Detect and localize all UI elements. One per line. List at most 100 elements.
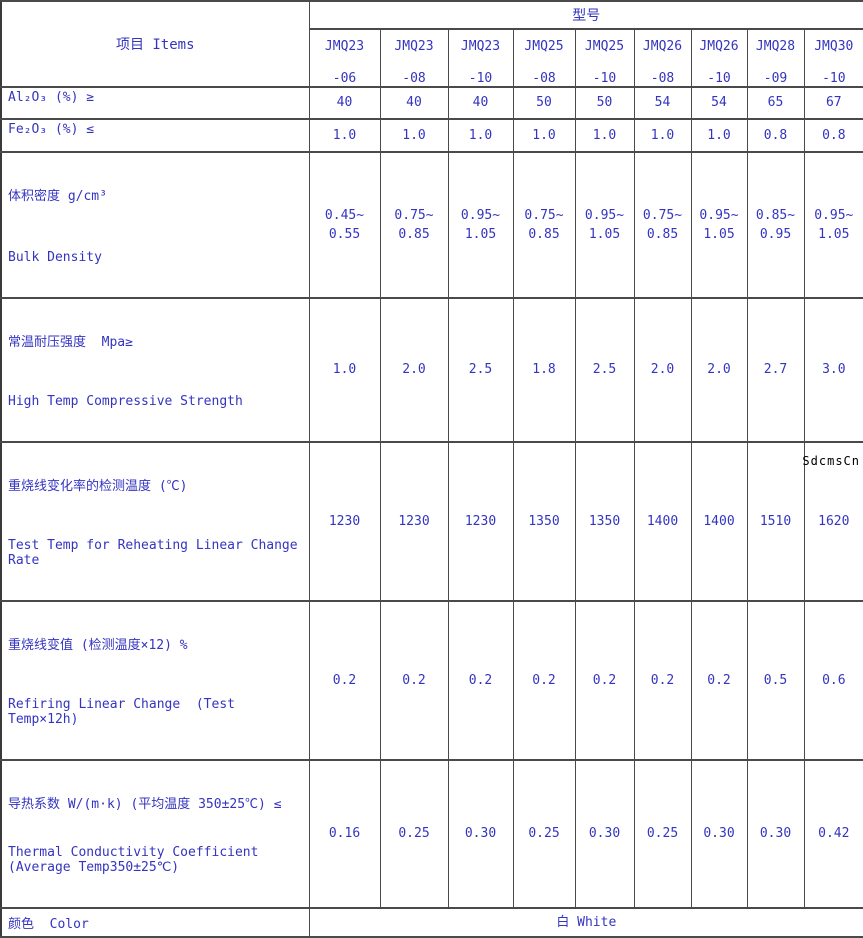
model-header-jmq25-08: JMQ25 -08: [513, 29, 575, 87]
model-header-jmq28-09: JMQ28 -09: [747, 29, 804, 87]
value-cell: 40: [380, 87, 448, 119]
value-cell: 0.25: [513, 760, 575, 908]
value-cell: 0.30: [691, 760, 747, 908]
model-header-jmq23-10: JMQ23 -10: [448, 29, 513, 87]
row-refiring-change: 重烧线变值 (检测温度×12) % Refiring Linear Change…: [1, 601, 863, 760]
value-cell: 0.16: [309, 760, 380, 908]
value-cell: 1.0: [380, 119, 448, 152]
model-series: JMQ25: [576, 39, 634, 54]
model-header-jmq23-06: JMQ23-06: [309, 29, 380, 87]
value-cell: 1230: [448, 442, 513, 601]
row-label-bulk-density: 体积密度 g/cm³ Bulk Density: [1, 152, 309, 298]
model-series: JMQ23: [449, 39, 513, 54]
row-label-en: Thermal Conductivity Coefficient (Averag…: [8, 845, 303, 875]
model-series: JMQ25: [514, 39, 575, 54]
value-cell: 54: [691, 87, 747, 119]
value-cell: 0.25: [380, 760, 448, 908]
value-cell: 0.75~ 0.85: [513, 152, 575, 298]
model-header-jmq26-08: JMQ26 -08: [634, 29, 691, 87]
value-cell: 1400: [634, 442, 691, 601]
value-cell: 0.2: [691, 601, 747, 760]
value-cell: 0.95~ 1.05: [575, 152, 634, 298]
value-cell: 1.8: [513, 298, 575, 442]
model-header-jmq25-10: JMQ25 -10: [575, 29, 634, 87]
row-label-en: Refiring Linear Change (Test Temp×12h): [8, 697, 303, 727]
value-cell: 1350: [513, 442, 575, 601]
value-cell: 1.0: [513, 119, 575, 152]
value-cell: 0.25: [634, 760, 691, 908]
value-cell: 2.0: [691, 298, 747, 442]
value-cell: 40: [309, 87, 380, 119]
row-al2o3: Al₂O₃ (%) ≥ 40 40 40 50 50 54 54 65 67: [1, 87, 863, 119]
value-cell: 0.95~ 1.05: [804, 152, 863, 298]
value-cell: 1510: [747, 442, 804, 601]
model-suffix: -10: [692, 71, 747, 86]
model-header-jmq26-10: JMQ26 -10: [691, 29, 747, 87]
value-cell: 67: [804, 87, 863, 119]
value-cell: 1350: [575, 442, 634, 601]
model-suffix: -09: [748, 71, 804, 86]
model-group-header-cell: 型号: [309, 1, 863, 29]
row-label-cn: 体积密度 g/cm³: [8, 185, 303, 204]
value-cell: 1.0: [691, 119, 747, 152]
items-header-cell: 项目 Items: [1, 1, 309, 87]
value-cell: 0.2: [634, 601, 691, 760]
value-cell: 0.95~ 1.05: [448, 152, 513, 298]
row-thermal-conductivity: 导热系数 W/(m·k) (平均温度 350±25℃) ≤ Thermal Co…: [1, 760, 863, 908]
value-cell: 0.8: [747, 119, 804, 152]
model-suffix: -10: [576, 71, 634, 86]
row-label-fe2o3: Fe₂O₃ (%) ≤: [1, 119, 309, 152]
model-series: JMQ30: [805, 39, 863, 54]
value-cell: 2.0: [380, 298, 448, 442]
value-cell: 1230: [309, 442, 380, 601]
value-cell: 0.8: [804, 119, 863, 152]
value-cell: 2.0: [634, 298, 691, 442]
value-cell: 0.2: [380, 601, 448, 760]
model-series: JMQ28: [748, 39, 804, 54]
value-cell: 0.42: [804, 760, 863, 908]
row-label-en: Test Temp for Reheating Linear Change Ra…: [8, 538, 303, 568]
value-cell: 1.0: [634, 119, 691, 152]
row-label-al2o3: Al₂O₃ (%) ≥: [1, 87, 309, 119]
row-label-test-temp: 重烧线变化率的检测温度 (℃) Test Temp for Reheating …: [1, 442, 309, 601]
value-cell: 1.0: [309, 119, 380, 152]
model-suffix: -10: [449, 71, 513, 86]
value-cell: 0.45~ 0.55: [309, 152, 380, 298]
value-cell: 0.85~ 0.95: [747, 152, 804, 298]
row-label-en: High Temp Compressive Strength: [8, 394, 303, 409]
row-compressive-strength: 常温耐压强度 Mpa≥ High Temp Compressive Streng…: [1, 298, 863, 442]
value-cell: 50: [575, 87, 634, 119]
row-label-text: Fe₂O₃ (%) ≤: [8, 122, 303, 137]
value-cell: 1.0: [448, 119, 513, 152]
row-label-thermal-conductivity: 导热系数 W/(m·k) (平均温度 350±25℃) ≤ Thermal Co…: [1, 760, 309, 908]
row-color: 颜色 Color 白 White: [1, 908, 863, 937]
value-cell: 0.30: [575, 760, 634, 908]
header-group-row: 项目 Items 型号: [1, 1, 863, 29]
value-cell: 2.5: [448, 298, 513, 442]
model-suffix: -08: [514, 71, 575, 86]
row-bulk-density: 体积密度 g/cm³ Bulk Density 0.45~ 0.55 0.75~…: [1, 152, 863, 298]
value-cell: 3.0: [804, 298, 863, 442]
row-label-text: Al₂O₃ (%) ≥: [8, 90, 303, 105]
value-cell: 0.30: [747, 760, 804, 908]
value-cell: 2.7: [747, 298, 804, 442]
row-label-cn: 导热系数 W/(m·k) (平均温度 350±25℃) ≤: [8, 793, 303, 812]
model-header-jmq23-08: JMQ23-08: [380, 29, 448, 87]
value-cell: 0.75~ 0.85: [380, 152, 448, 298]
model-series: JMQ26: [692, 39, 747, 54]
value-cell: 0.30: [448, 760, 513, 908]
model-series: JMQ26: [635, 39, 691, 54]
model-suffix: -06: [310, 71, 380, 86]
model-suffix: -10: [805, 71, 863, 86]
value-cell: 40: [448, 87, 513, 119]
row-label-cn: 常温耐压强度 Mpa≥: [8, 331, 303, 350]
value-cell: 50: [513, 87, 575, 119]
model-series: JMQ23: [381, 39, 448, 54]
value-cell: 1400: [691, 442, 747, 601]
model-header-jmq30-10: JMQ30 -10: [804, 29, 863, 87]
value-cell: 54: [634, 87, 691, 119]
watermark: SdcmsCn: [802, 454, 860, 468]
model-suffix: -08: [635, 71, 691, 86]
row-label-compressive-strength: 常温耐压强度 Mpa≥ High Temp Compressive Streng…: [1, 298, 309, 442]
